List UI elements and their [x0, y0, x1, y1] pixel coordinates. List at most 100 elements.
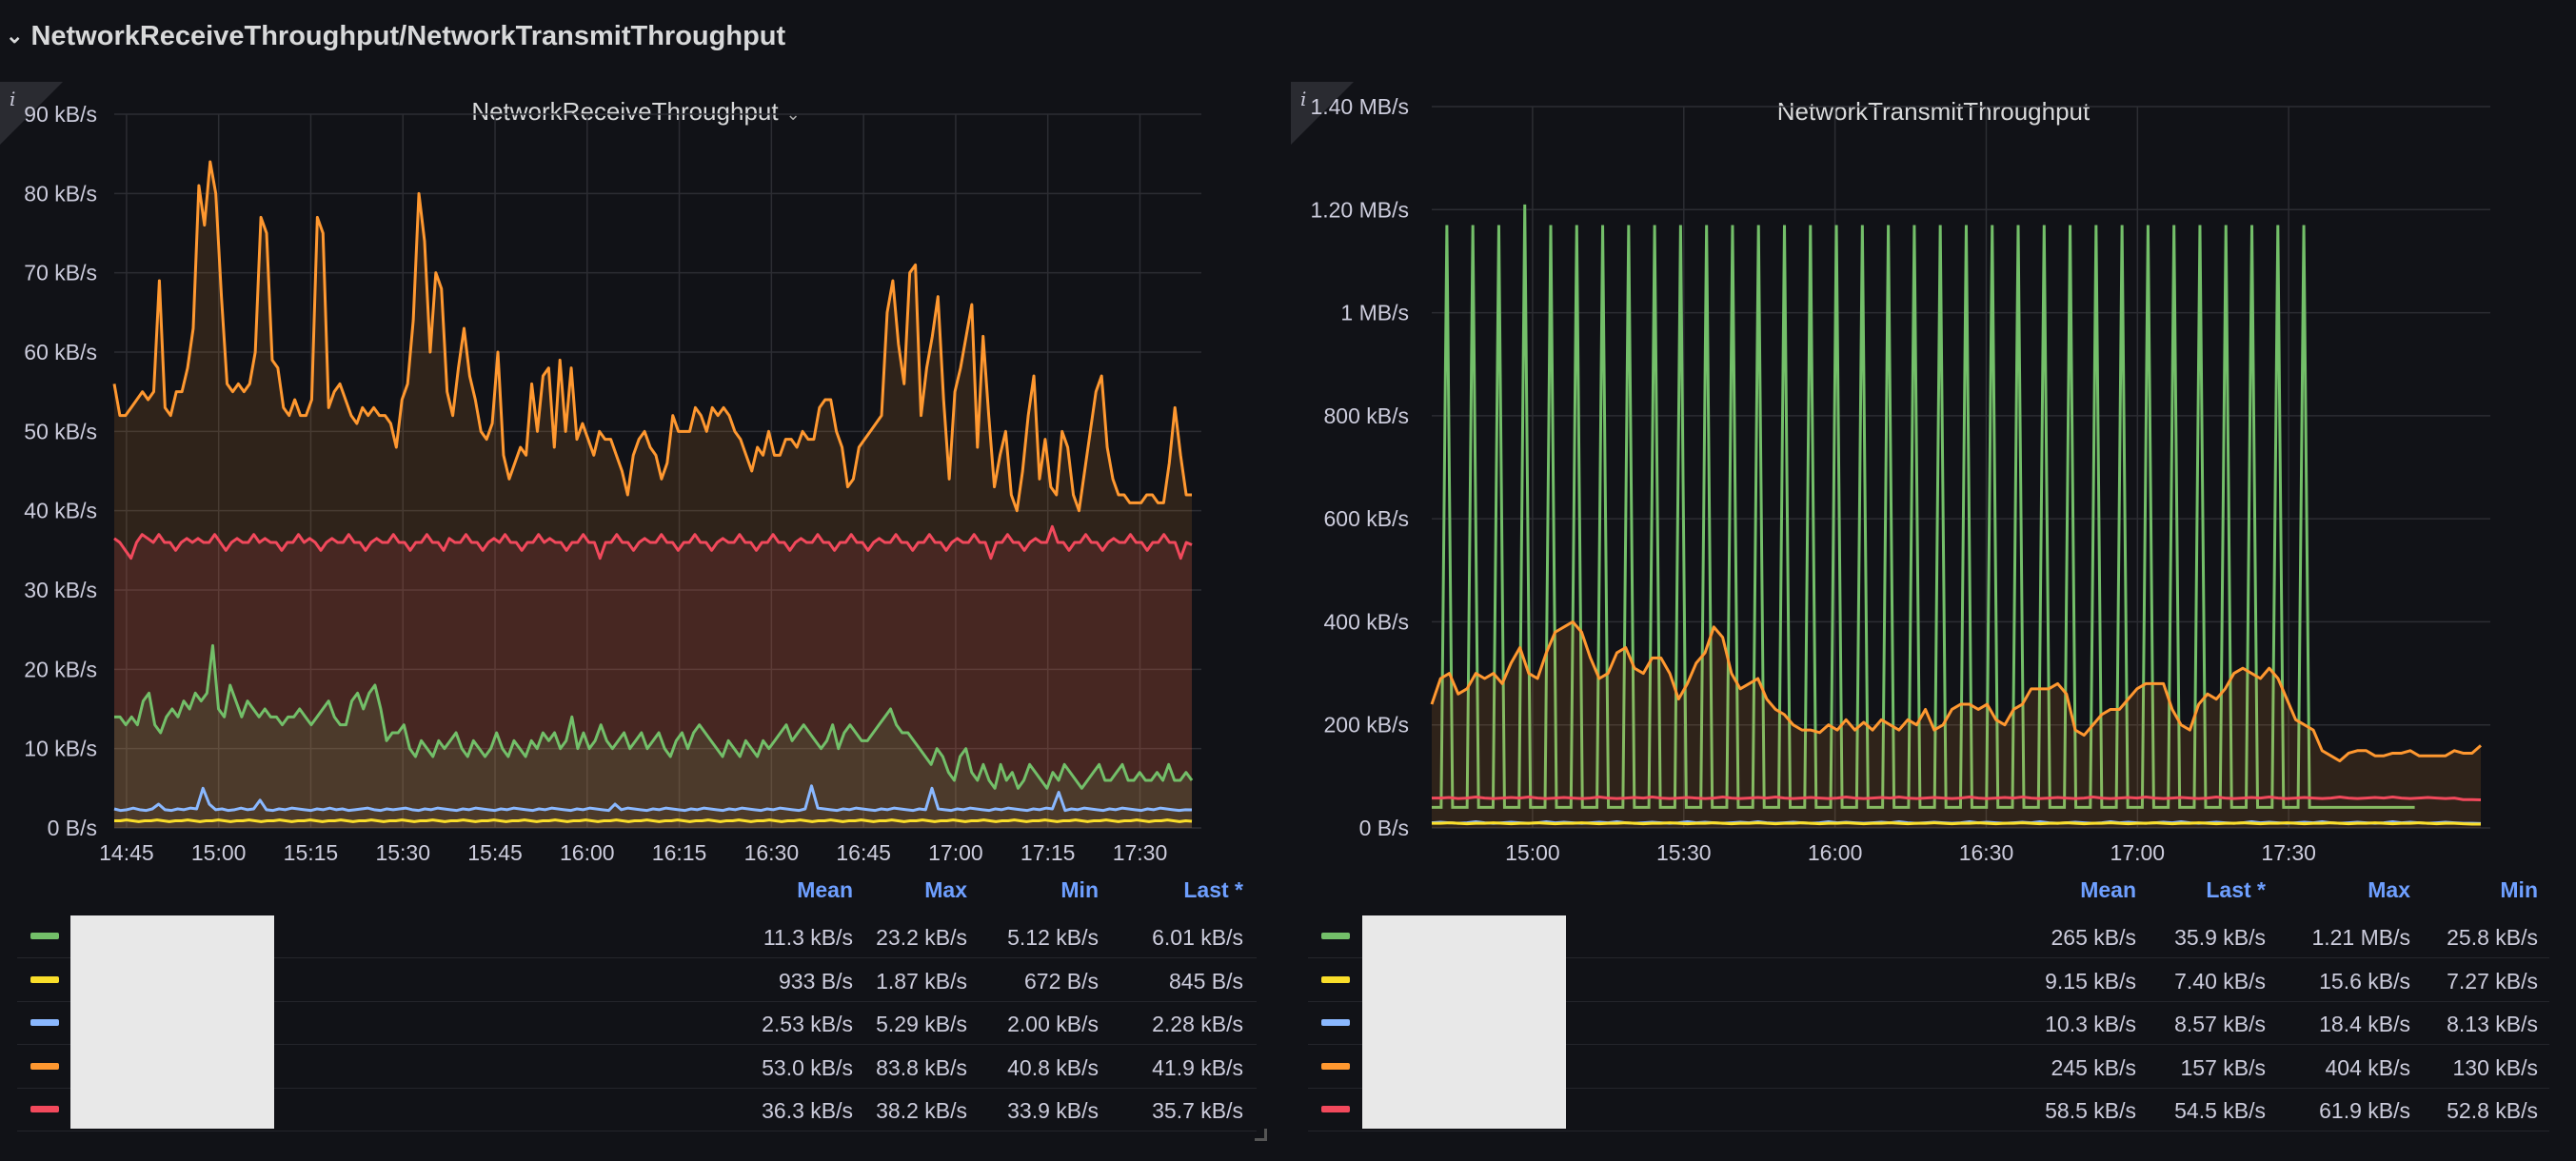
legend-row[interactable]: 11.3 kB/s 23.2 kB/s 5.12 kB/s 6.01 kB/s — [17, 915, 1257, 958]
legend-value: 404 kB/s — [2325, 1054, 2411, 1080]
info-icon[interactable]: i — [1300, 88, 1307, 110]
legend-value: 2.28 kB/s — [1152, 1012, 1243, 1036]
legend-row[interactable]: 265 kB/s 35.9 kB/s 1.21 MB/s 25.8 kB/s — [1308, 915, 2549, 958]
row-title: NetworkReceiveThroughput/NetworkTransmit… — [30, 20, 786, 51]
legend-value: 58.5 kB/s — [2045, 1098, 2136, 1123]
series-area-green — [114, 645, 1192, 828]
legend-col-header[interactable]: Last * — [2206, 877, 2266, 902]
legend-row[interactable]: 36.3 kB/s 38.2 kB/s 33.9 kB/s 35.7 kB/s — [17, 1089, 1257, 1131]
legend-value: 35.9 kB/s — [2174, 925, 2266, 950]
legend-value: 61.9 kB/s — [2319, 1098, 2410, 1123]
legend-value: 9.15 kB/s — [2045, 968, 2136, 994]
panel-resize-handle[interactable] — [1255, 1129, 1267, 1141]
x-tick-label: 15:15 — [284, 840, 339, 865]
legend-row[interactable]: 58.5 kB/s 54.5 kB/s 61.9 kB/s 52.8 kB/s — [1308, 1089, 2549, 1131]
legend-value: 8.13 kB/s — [2447, 1012, 2538, 1036]
y-tick-label: 80 kB/s — [24, 181, 97, 206]
x-tick-label: 14:45 — [99, 840, 154, 865]
legend-value: 33.9 kB/s — [1007, 1098, 1099, 1123]
legend-color-swatch[interactable] — [30, 1062, 59, 1070]
legend-value: 35.7 kB/s — [1152, 1098, 1243, 1123]
legend-color-swatch[interactable] — [1321, 1062, 1350, 1070]
legend-col-header[interactable]: Min — [2500, 877, 2538, 902]
legend-value: 157 kB/s — [2180, 1054, 2267, 1080]
legend-value: 52.8 kB/s — [2447, 1098, 2538, 1123]
y-tick-label: 0 B/s — [48, 816, 97, 840]
y-tick-label: 50 kB/s — [24, 419, 97, 443]
legend-value: 36.3 kB/s — [762, 1098, 853, 1123]
legend-value: 845 B/s — [1169, 968, 1243, 994]
y-tick-label: 1 MB/s — [1340, 301, 1409, 325]
receive-chart[interactable]: 0 B/s 10 kB/s 20 kB/s 30 kB/s 40 kB/s 50 kB/s… — [0, 82, 1272, 881]
legend-value: 6.01 kB/s — [1152, 925, 1243, 950]
legend-value: 7.27 kB/s — [2447, 968, 2538, 994]
legend-color-swatch[interactable] — [1321, 1106, 1350, 1112]
redacted-series-names — [70, 915, 274, 1129]
legend-row[interactable]: 2.53 kB/s 5.29 kB/s 2.00 kB/s 2.28 kB/s — [17, 1002, 1257, 1045]
y-tick-label: 400 kB/s — [1324, 609, 1410, 634]
series-line-orange — [1430, 620, 2482, 763]
info-icon[interactable]: i — [10, 88, 16, 110]
legend-col-header[interactable]: Last * — [1183, 877, 1243, 902]
panel-info-corner[interactable] — [1291, 82, 1354, 145]
panel-title[interactable]: NetworkReceiveThroughput ⌄ — [0, 97, 1272, 127]
x-tick-label: 17:30 — [2261, 840, 2316, 865]
legend-value: 11.3 kB/s — [763, 925, 853, 950]
legend-color-swatch[interactable] — [30, 1106, 59, 1112]
legend-row[interactable]: 10.3 kB/s 8.57 kB/s 18.4 kB/s 8.13 kB/s — [1308, 1002, 2549, 1045]
x-tick-label: 16:15 — [652, 840, 707, 865]
panel-info-corner[interactable] — [0, 82, 63, 145]
legend-value: 18.4 kB/s — [2319, 1012, 2410, 1036]
legend-col-header[interactable]: Mean — [2080, 877, 2136, 902]
legend-col-header[interactable]: Mean — [797, 877, 853, 902]
x-tick-label: 16:30 — [1959, 840, 2014, 865]
transmit-chart[interactable]: 0 B/s 200 kB/s 400 kB/s 600 kB/s 800 kB/s 1 M… — [1291, 82, 2576, 881]
chevron-down-icon[interactable]: ⌄ — [6, 24, 24, 48]
x-tick-label: 17:30 — [1113, 840, 1168, 865]
series-line-red — [113, 524, 1193, 561]
legend-value: 41.9 kB/s — [1152, 1054, 1243, 1080]
y-tick-label: 0 B/s — [1359, 816, 1409, 840]
y-tick-label: 90 kB/s — [24, 102, 97, 127]
panel-title[interactable]: NetworkTransmitThroughput — [1291, 97, 2576, 127]
series-line-orange — [112, 160, 1192, 513]
x-tick-label: 15:30 — [375, 840, 430, 865]
y-tick-label: 70 kB/s — [24, 261, 97, 285]
series-area-orange — [114, 162, 1192, 828]
legend-value: 2.53 kB/s — [762, 1012, 853, 1036]
legend-row[interactable]: 933 B/s 1.87 kB/s 672 B/s 845 B/s — [17, 959, 1257, 1002]
panel-network-transmit: i NetworkTransmitThroughput 0 B/s 200 kB/… — [1291, 82, 2576, 1161]
legend-row[interactable]: 53.0 kB/s 83.8 kB/s 40.8 kB/s 41.9 kB/s — [17, 1046, 1257, 1089]
legend-color-swatch[interactable] — [1321, 933, 1350, 939]
series-line-yellow — [114, 818, 1193, 823]
legend-row[interactable]: 9.15 kB/s 7.40 kB/s 15.6 kB/s 7.27 kB/s — [1308, 959, 2549, 1002]
legend-color-swatch[interactable] — [30, 975, 59, 983]
series-line-red — [1432, 796, 2482, 801]
dashboard-row-header[interactable]: ⌄ NetworkReceiveThroughput/NetworkTransm… — [6, 13, 785, 59]
y-tick-label: 800 kB/s — [1324, 403, 1410, 428]
legend-col-header[interactable]: Min — [1060, 877, 1099, 902]
legend-color-swatch[interactable] — [1321, 1019, 1350, 1026]
legend-color-swatch[interactable] — [30, 933, 59, 939]
panel-title-text: NetworkReceiveThroughput — [471, 97, 779, 126]
x-tick-label: 16:00 — [1808, 840, 1863, 865]
legend-value: 53.0 kB/s — [762, 1054, 853, 1080]
legend-value: 25.8 kB/s — [2447, 925, 2538, 950]
legend-col-header[interactable]: Max — [924, 877, 967, 902]
series-line-yellow — [1432, 821, 2482, 826]
series-line-green — [1432, 204, 2415, 809]
x-tick-label: 15:00 — [1505, 840, 1560, 865]
panel-network-receive: i NetworkReceiveThroughput ⌄ 0 B/s 10 kB/s… — [0, 82, 1272, 1161]
legend-col-header[interactable]: Max — [2368, 877, 2410, 902]
y-tick-label: 60 kB/s — [24, 340, 97, 364]
legend-value: 15.6 kB/s — [2319, 968, 2410, 994]
x-tick-label: 15:45 — [467, 840, 523, 865]
legend-value: 933 B/s — [779, 968, 853, 994]
legend-color-swatch[interactable] — [30, 1019, 59, 1026]
legend-row[interactable]: 245 kB/s 157 kB/s 404 kB/s 130 kB/s — [1308, 1046, 2549, 1089]
legend-value: 1.21 MB/s — [2311, 925, 2410, 950]
legend-value: 23.2 kB/s — [876, 925, 967, 950]
legend-color-swatch[interactable] — [1321, 975, 1350, 983]
y-tick-label: 1.20 MB/s — [1310, 197, 1409, 222]
legend-value: 40.8 kB/s — [1007, 1054, 1099, 1080]
